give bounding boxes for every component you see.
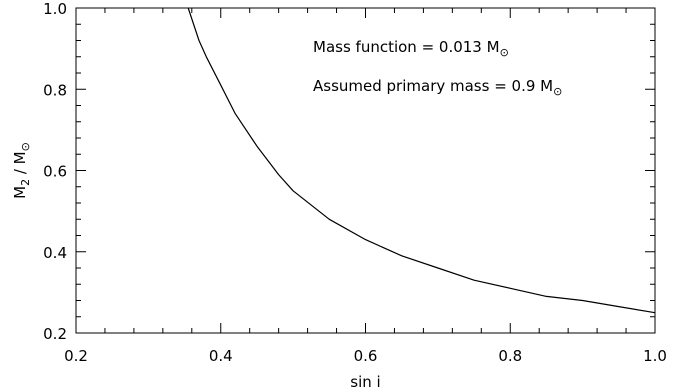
annotation-mass-function-text: Mass function = 0.013 M: [313, 38, 500, 56]
series-line: [187, 7, 656, 314]
y-tick-label: 0.6: [43, 163, 67, 181]
annotation-primary-mass-text: Assumed primary mass = 0.9 M: [313, 77, 553, 95]
x-axis-label: sin i: [350, 373, 380, 391]
y-axis-label-subscript: 2: [19, 179, 32, 186]
y-axis-label-prefix: M: [11, 186, 29, 199]
y-tick-label: 0.8: [43, 81, 67, 99]
x-tick-label: 0.2: [64, 347, 88, 365]
annotation-primary-mass: Assumed primary mass = 0.9 M⊙: [313, 77, 562, 98]
y-axis-label: M2 / M⊙: [11, 142, 32, 199]
x-tick-label: 1.0: [643, 347, 667, 365]
x-tick-label: 0.4: [209, 347, 233, 365]
tick-marks: [75, 7, 656, 334]
tick-labels: 0.2 0.4 0.6 0.8 1.0 0.2 0.4 0.6 0.8 1.0: [43, 0, 667, 365]
y-axis-label-sep: / M: [11, 151, 29, 179]
y-tick-label: 1.0: [43, 0, 67, 18]
x-tick-label: 0.6: [354, 347, 378, 365]
y-tick-label: 0.2: [43, 325, 67, 343]
x-tick-label: 0.8: [498, 347, 522, 365]
series-layer: [187, 7, 656, 314]
plot-frame: [75, 7, 656, 334]
y-axis-label-sun-symbol: ⊙: [19, 142, 32, 151]
y-tick-label: 0.4: [43, 244, 67, 262]
annotation-mass-function-sun-symbol: ⊙: [500, 46, 509, 59]
annotation-primary-mass-sun-symbol: ⊙: [553, 85, 562, 98]
annotation-mass-function: Mass function = 0.013 M⊙: [313, 38, 509, 59]
